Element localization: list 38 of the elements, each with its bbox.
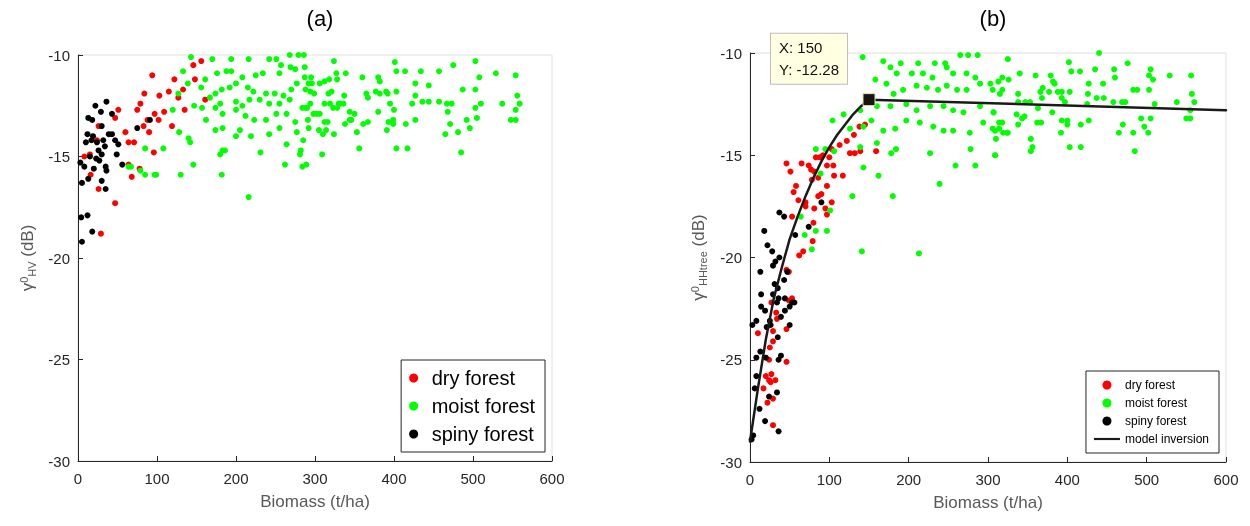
x-tick-label: 300 — [975, 471, 1001, 488]
x-tick-label: 300 — [302, 470, 328, 487]
annotation: X: 150 Y: -12.28 — [779, 39, 840, 79]
chart-title: (a) — [306, 5, 334, 31]
y-axis-title: γ0HHtree (dB) — [688, 214, 709, 301]
x-tick-label: 200 — [223, 470, 249, 487]
x-tick-label: 500 — [460, 470, 486, 487]
x-tick-label: 600 — [539, 470, 565, 487]
x-tick-label: 100 — [144, 470, 170, 487]
x-tick-label: 600 — [1213, 471, 1239, 488]
x-tick-label: 400 — [1054, 471, 1080, 488]
y-tick-label: -20 — [48, 249, 70, 267]
y-tick-label: -30 — [48, 452, 70, 470]
y-tick-label: -15 — [720, 146, 742, 164]
x-tick-label: 0 — [73, 470, 83, 487]
y-tick-label: -15 — [48, 148, 70, 165]
x-tick-label: 200 — [896, 471, 922, 488]
legend-label: moist forest — [1124, 396, 1188, 410]
y-tick-label: -10 — [720, 44, 742, 62]
x-tick-label: 400 — [381, 470, 407, 487]
y-axis-title: γ0HV (dB) — [17, 224, 38, 292]
legend-label: moist forest — [431, 395, 536, 417]
x-axis-title: Biomass (t/ha) — [933, 493, 1043, 512]
y-tick-label: -30 — [720, 453, 742, 471]
legend-label: dry forest — [1124, 378, 1176, 392]
legend-label: spiny forest — [1124, 414, 1187, 428]
chart-title: (b) — [979, 5, 1007, 31]
x-tick-label: 100 — [816, 471, 842, 488]
legend-label: spiny forest — [431, 423, 535, 445]
legend-label: dry forest — [431, 367, 516, 389]
x-tick-label: 500 — [1134, 471, 1160, 488]
y-tick-label: -20 — [720, 249, 742, 266]
y-tick-label: -25 — [48, 351, 70, 368]
x-axis-title: Biomass (t/ha) — [260, 492, 370, 511]
legend-label: model inversion — [1124, 432, 1210, 446]
x-tick-label: 0 — [745, 471, 755, 488]
y-tick-label: -10 — [48, 46, 70, 64]
y-tick-label: -25 — [720, 351, 742, 369]
